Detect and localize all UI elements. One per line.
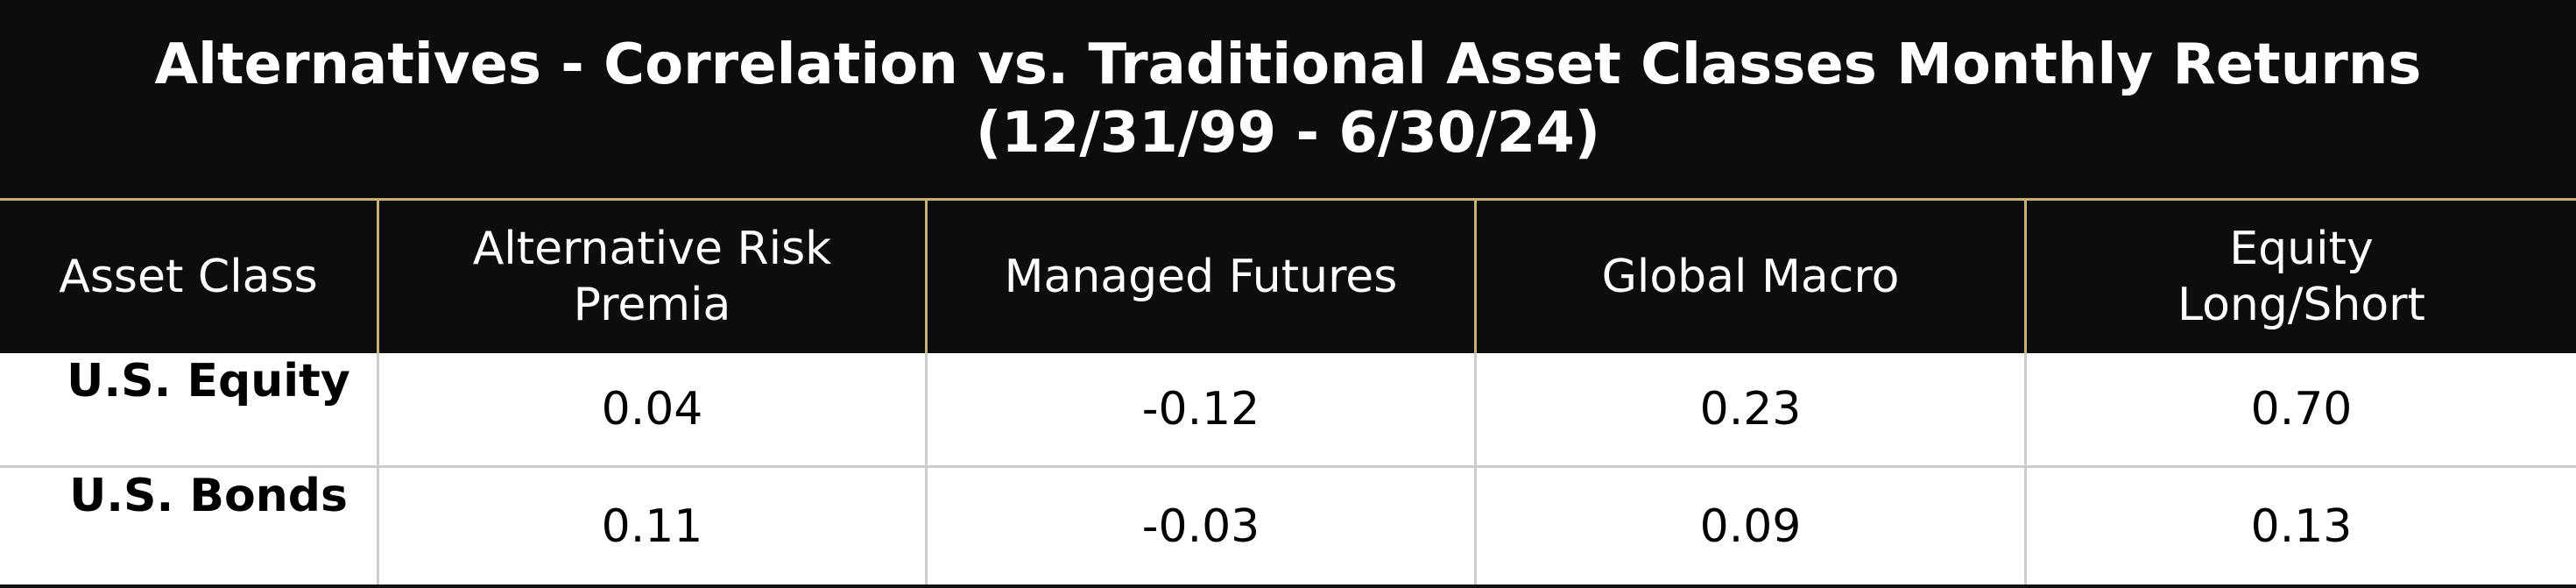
- table-cell: 0.04: [377, 353, 925, 465]
- column-header: Global Macro: [1474, 201, 2024, 353]
- header-line: Asset Class: [59, 251, 318, 303]
- header-line: Global Macro: [1601, 251, 1900, 303]
- title-line: Alternatives - Correlation vs. Tradition…: [154, 32, 2422, 97]
- header-line: Premia: [573, 279, 731, 331]
- table-cell: 0.11: [377, 468, 925, 584]
- header-line: Alternative Risk: [472, 223, 832, 275]
- table-cell: 0.70: [2024, 353, 2576, 465]
- header-line: Equity: [2229, 223, 2374, 275]
- header-row: Asset Class Alternative Risk Premia Managed…: [0, 201, 2576, 353]
- column-header: Managed Futures: [925, 201, 1474, 353]
- table-row: U.S. Equity 0.04 -0.12 0.23 0.70: [0, 353, 2576, 468]
- column-header: Alternative Risk Premia: [377, 201, 925, 353]
- header-line: Managed Futures: [1004, 251, 1398, 303]
- header-line: Long/Short: [2177, 279, 2425, 331]
- column-header: Asset Class: [0, 201, 377, 353]
- table-cell: 0.23: [1474, 353, 2024, 465]
- table-cell: -0.12: [925, 353, 1474, 465]
- table-row: U.S. Bonds 0.11 -0.03 0.09 0.13: [0, 468, 2576, 588]
- column-header: Equity Long/Short: [2024, 201, 2576, 353]
- table-body: U.S. Equity 0.04 -0.12 0.23 0.70 U.S. Bonds 0.…: [0, 353, 2576, 588]
- table-cell: 0.13: [2024, 468, 2576, 584]
- table-cell: -0.03: [925, 468, 1474, 584]
- title-bar: Alternatives - Correlation vs. Tradition…: [0, 0, 2576, 201]
- title-line: (12/31/99 - 6/30/24): [976, 101, 1600, 166]
- row-label: U.S. Bonds: [69, 470, 348, 522]
- row-label: U.S. Equity: [67, 355, 350, 407]
- table-cell: 0.09: [1474, 468, 2024, 584]
